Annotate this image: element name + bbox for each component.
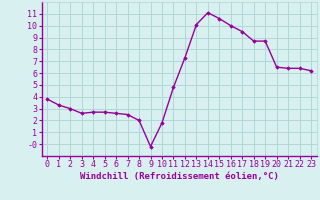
X-axis label: Windchill (Refroidissement éolien,°C): Windchill (Refroidissement éolien,°C): [80, 172, 279, 181]
